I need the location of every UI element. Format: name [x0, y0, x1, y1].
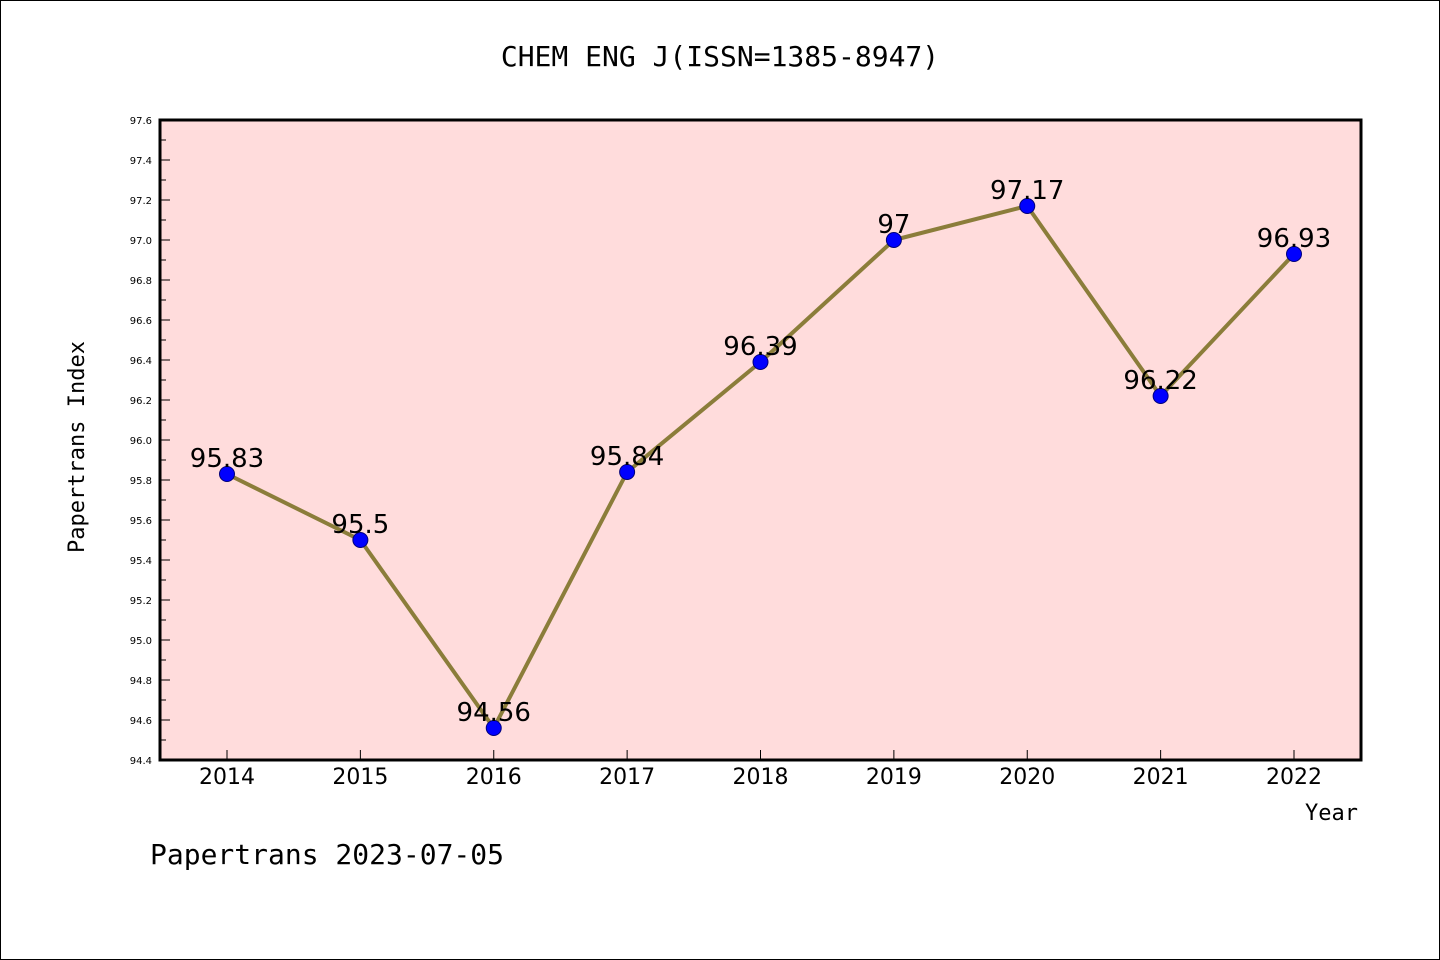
y-tick-label: 96.0 [130, 436, 152, 447]
y-tick-label: 96.6 [130, 316, 152, 327]
data-point [885, 232, 902, 248]
series-papertrans-index [219, 198, 1302, 736]
x-tick-label: 2018 [733, 765, 789, 790]
y-tick-label: 96.4 [130, 356, 152, 367]
y-tick-label: 94.4 [130, 756, 152, 767]
data-label: 96.39 [723, 332, 797, 362]
x-axis-ticks: 2014 2015 2016 2017 2018 2019 2020 2021 2022 [199, 750, 1322, 790]
data-point [219, 466, 235, 482]
y-tick-label: 97.4 [130, 156, 152, 167]
data-label: 95.83 [190, 444, 264, 474]
data-label: 95.84 [590, 442, 664, 472]
data-point [752, 354, 769, 370]
y-axis-label: Papertrans Index [65, 341, 90, 553]
data-label: 96.22 [1123, 366, 1197, 396]
y-tick-label: 95.0 [130, 636, 152, 647]
y-tick-label: 95.8 [130, 476, 152, 487]
data-point [485, 720, 502, 736]
data-labels: 95.83 95.5 94.56 95.84 96.39 97 97.17 96.22 96.9… [190, 176, 1331, 728]
plot-border [158, 118, 1363, 762]
y-tick-label: 95.4 [130, 556, 152, 567]
x-axis-label: Year [1305, 801, 1358, 826]
y-tick-label: 97.6 [130, 116, 152, 127]
x-tick-label: 2021 [1133, 765, 1189, 790]
y-tick-label: 95.6 [130, 516, 152, 527]
data-point [1286, 246, 1302, 262]
chart-title: CHEM ENG J(ISSN=1385-8947) [501, 40, 939, 73]
data-label: 97 [877, 210, 910, 240]
x-tick-label: 2014 [199, 765, 255, 790]
y-tick-label: 96.2 [130, 396, 152, 407]
x-tick-label: 2022 [1266, 765, 1322, 790]
y-tick-label: 95.2 [130, 596, 152, 607]
y-axis-ticks: 94.4 94.6 94.8 95.0 95.2 95.4 95.6 95.8 96.0 96.2… [130, 116, 170, 767]
data-point [1019, 198, 1036, 214]
data-point [352, 532, 369, 548]
data-point [619, 464, 636, 480]
data-label: 96.93 [1257, 224, 1331, 254]
x-tick-label: 2015 [332, 765, 388, 790]
x-tick-label: 2016 [466, 765, 522, 790]
y-tick-label: 94.6 [130, 716, 152, 727]
data-point [1152, 388, 1169, 404]
y-tick-label: 94.8 [130, 676, 152, 687]
x-tick-label: 2019 [866, 765, 922, 790]
data-label: 95.5 [331, 510, 389, 540]
data-label: 97.17 [990, 176, 1064, 206]
y-tick-label: 97.0 [130, 236, 152, 247]
data-label: 94.56 [457, 698, 531, 728]
y-tick-label: 97.2 [130, 196, 152, 207]
x-tick-label: 2020 [999, 765, 1055, 790]
y-tick-label: 96.8 [130, 276, 152, 287]
plot-area [160, 120, 1361, 760]
x-tick-label: 2017 [599, 765, 655, 790]
footer-text: Papertrans 2023-07-05 [150, 838, 504, 871]
